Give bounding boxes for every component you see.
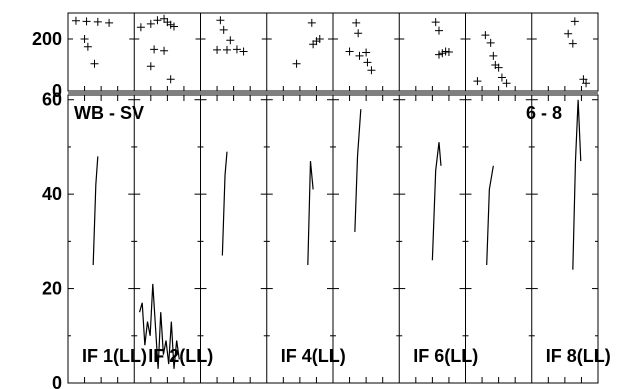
- top-y-tick-label: 0: [52, 81, 62, 101]
- data-point-cross: [315, 35, 324, 43]
- data-point-cross: [312, 37, 321, 46]
- data-point-cross: [153, 16, 162, 25]
- data-point-cross: [170, 22, 178, 31]
- data-point-cross: [146, 19, 155, 28]
- data-point-cross: [570, 17, 579, 26]
- data-point-cross: [223, 45, 231, 54]
- data-point-cross: [226, 36, 235, 45]
- data-point-cross: [239, 47, 248, 56]
- data-point-cross: [363, 58, 372, 67]
- data-point-cross: [435, 26, 443, 35]
- data-point-cross: [146, 62, 155, 71]
- data-point-cross: [489, 51, 498, 60]
- axes-group: 0 200 0 20 40 60: [32, 12, 599, 389]
- data-point-cross: [160, 14, 169, 23]
- data-point-cross: [213, 45, 222, 54]
- data-point-cross: [431, 18, 440, 27]
- data-point-cross: [82, 17, 91, 26]
- panel-label: IF 2(LL): [148, 346, 213, 366]
- data-point-cross: [307, 18, 316, 27]
- data-point-cross: [292, 59, 301, 68]
- data-point-cross: [497, 73, 506, 82]
- y-tick-label: 0: [52, 373, 62, 389]
- data-point-cross: [481, 31, 490, 40]
- data-point-cross: [354, 29, 363, 38]
- series-line: [92, 156, 99, 265]
- panel-label: IF 1(LL): [82, 346, 147, 366]
- series-line: [572, 99, 582, 270]
- data-point-cross: [441, 47, 450, 56]
- data-point-cross: [494, 63, 503, 72]
- data-point-cross: [90, 59, 99, 68]
- data-point-cross: [80, 35, 89, 43]
- panel-label: IF 4(LL): [281, 346, 346, 366]
- data-point-cross: [219, 25, 228, 34]
- top-y-tick-label: 200: [32, 29, 62, 49]
- data-point-cross: [435, 50, 443, 59]
- top-panel-group: [71, 14, 591, 88]
- data-point-cross: [93, 17, 102, 26]
- data-point-cross: [232, 45, 241, 54]
- data-point-cross: [473, 77, 482, 86]
- data-point-cross: [166, 20, 175, 29]
- data-point-cross: [355, 51, 364, 60]
- chart-title-left: WB - SV: [74, 103, 144, 123]
- y-tick-label: 20: [42, 279, 62, 299]
- data-point-cross: [166, 75, 175, 84]
- data-point-cross: [568, 39, 577, 48]
- series-line: [486, 165, 494, 265]
- data-point-cross: [150, 45, 159, 54]
- panel-label: IF 6(LL): [413, 346, 478, 366]
- data-point-cross: [486, 38, 495, 47]
- series-line: [431, 142, 442, 261]
- data-point-cross: [83, 42, 92, 51]
- series-line: [221, 151, 228, 256]
- data-point-cross: [438, 49, 447, 58]
- chart-title-right: 6 - 8: [526, 103, 562, 123]
- series-line: [354, 109, 362, 232]
- data-point-cross: [71, 16, 80, 25]
- data-point-cross: [105, 18, 114, 27]
- data-point-cross: [352, 18, 361, 27]
- data-point-cross: [345, 47, 354, 56]
- main-panel-group: IF 1(LL) IF 2(LL) IF 4(LL) IF 6(LL) IF 8(LL): [82, 99, 611, 369]
- data-point-cross: [362, 48, 371, 57]
- data-point-cross: [367, 66, 376, 75]
- data-point-cross: [444, 48, 453, 56]
- data-point-cross: [564, 29, 573, 38]
- data-point-cross: [216, 16, 225, 25]
- y-tick-label: 60: [42, 90, 62, 110]
- y-tick-label: 40: [42, 184, 62, 204]
- data-point-cross: [502, 79, 511, 88]
- data-point-cross: [160, 46, 169, 55]
- series-line: [138, 283, 180, 369]
- panel-label: IF 8(LL): [546, 346, 611, 366]
- data-point-cross: [136, 23, 145, 32]
- series-line: [307, 161, 314, 265]
- data-point-cross: [582, 79, 591, 88]
